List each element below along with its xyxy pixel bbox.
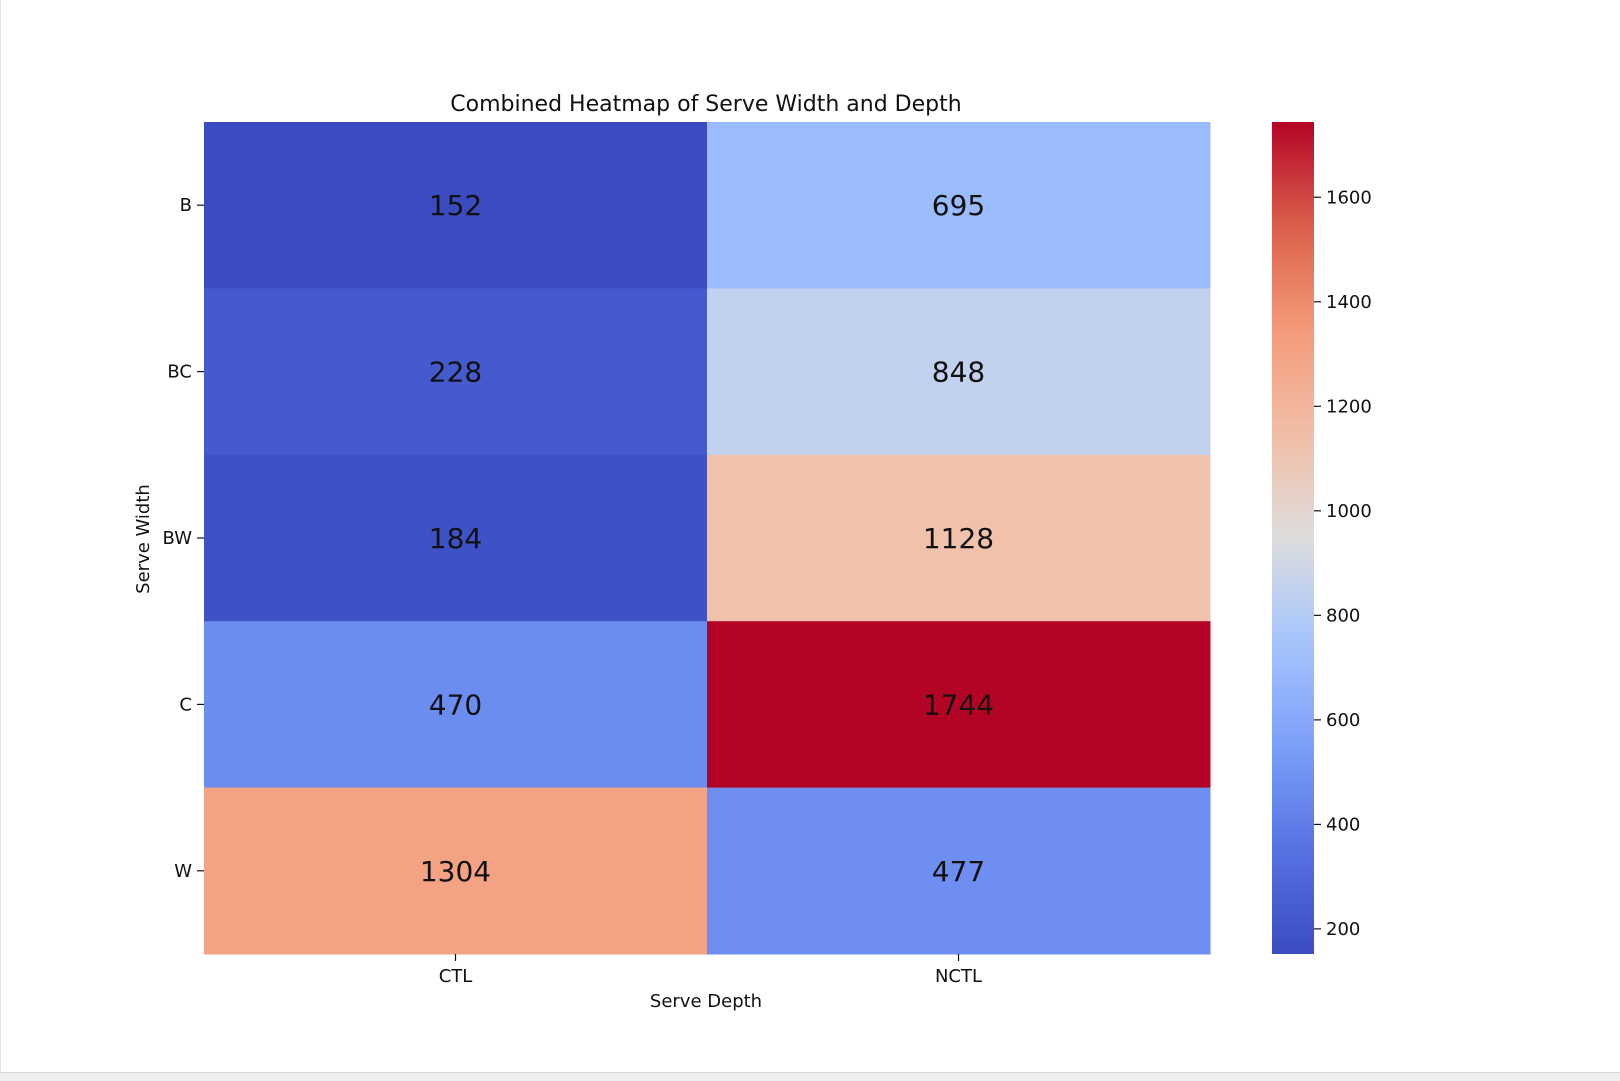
heatmap-cell-b-nctl (707, 122, 1211, 289)
heatmap-cell-w-nctl (707, 787, 1211, 955)
y-tick-label: BW (162, 528, 192, 549)
cell-value-label: 228 (429, 356, 482, 389)
heatmap-cell-bc-nctl (707, 288, 1211, 456)
cell-value-label: 1128 (923, 522, 994, 555)
y-axis-ticks: B BC BW C W (162, 195, 204, 882)
colorbar-tick-label: 1200 (1326, 396, 1372, 417)
colorbar-tick-label: 1600 (1326, 187, 1372, 208)
y-axis-label: Serve Width (133, 484, 154, 594)
colorbar-ticks: 200 400 600 800 1000 1200 1400 1600 (1314, 187, 1372, 940)
x-tick-label: NCTL (935, 966, 982, 987)
cell-value-label: 1744 (923, 688, 994, 721)
y-tick-label: C (179, 694, 192, 715)
heatmap-cell-c-ctl (204, 621, 708, 789)
y-tick-label: BC (167, 362, 192, 383)
x-axis-label: Serve Depth (650, 991, 762, 1012)
colorbar-tick-label: 1000 (1326, 501, 1372, 522)
x-axis-ticks: CTL NCTL (439, 954, 982, 987)
heatmap-cell-labels: 152 695 228 848 184 1128 470 1744 1304 477 (420, 189, 994, 888)
y-tick-label: B (180, 195, 192, 216)
heatmap-cell-b-ctl (204, 122, 708, 289)
heatmap-cell-bc-ctl (204, 288, 708, 456)
heatmap-cell-w-ctl (204, 787, 708, 955)
heatmap-cell-bw-ctl (204, 454, 708, 622)
window-bottom-bar (0, 1072, 1620, 1081)
cell-value-label: 184 (429, 522, 482, 555)
heatmap-cell-bw-nctl (707, 454, 1211, 622)
heatmap-cell-c-nctl (707, 621, 1211, 789)
colorbar (1272, 122, 1314, 954)
cell-value-label: 152 (429, 189, 482, 222)
cell-value-label: 1304 (420, 855, 491, 888)
window-edge (0, 0, 1, 1072)
chart-title: Combined Heatmap of Serve Width and Dept… (450, 92, 961, 117)
colorbar-tick-label: 1400 (1326, 292, 1372, 313)
cell-value-label: 477 (932, 855, 985, 888)
colorbar-tick-label: 400 (1326, 814, 1360, 835)
cell-value-label: 848 (932, 356, 985, 389)
cell-value-label: 470 (429, 688, 482, 721)
heatmap-cells (204, 122, 1211, 955)
y-tick-label: W (174, 861, 192, 882)
colorbar-tick-label: 800 (1326, 605, 1360, 626)
cell-value-label: 695 (932, 189, 985, 222)
x-tick-label: CTL (439, 966, 473, 987)
colorbar-tick-label: 600 (1326, 710, 1360, 731)
colorbar-tick-label: 200 (1326, 919, 1360, 940)
